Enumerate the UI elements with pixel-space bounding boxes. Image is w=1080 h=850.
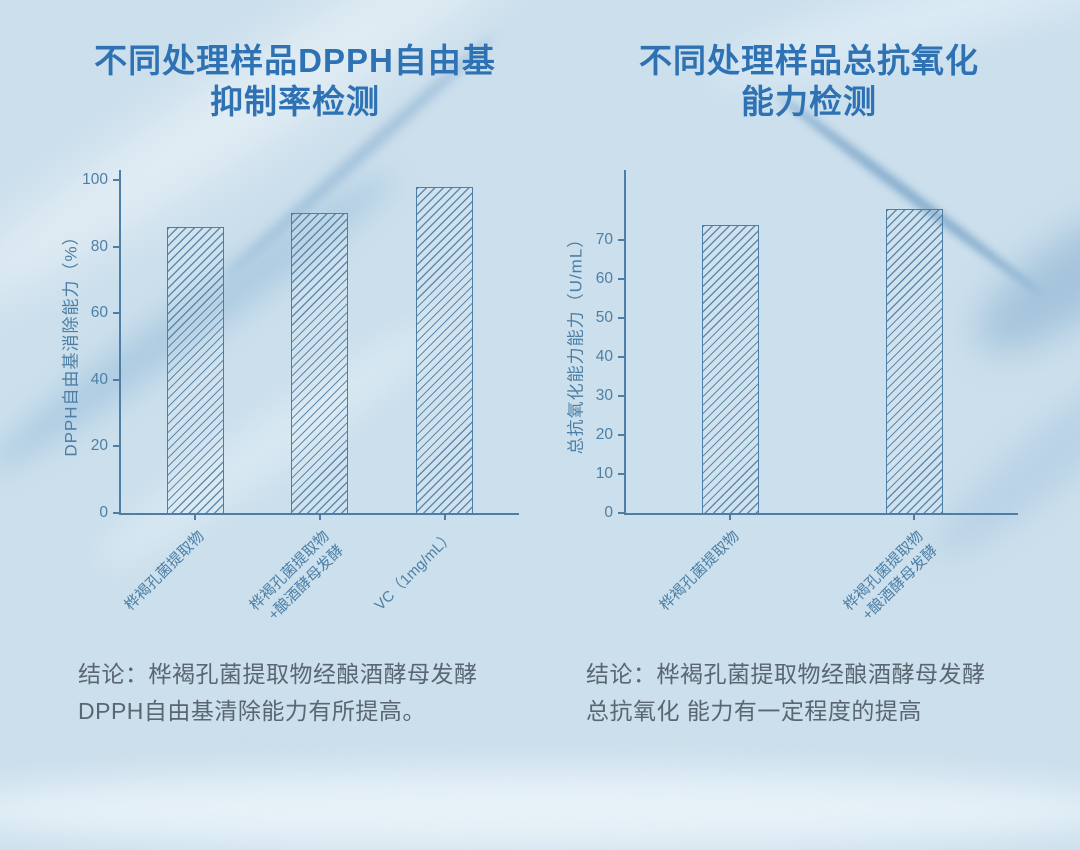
dpph-conclusion: 结论：桦褐孔菌提取物经酿酒酵母发酵 DPPH自由基清除能力有所提高。 <box>78 656 478 730</box>
y-tick-mark <box>113 445 121 448</box>
x-tick-mark <box>913 513 915 520</box>
bar-0: 桦褐孔菌提取物 <box>122 226 224 614</box>
bars-area: 桦褐孔菌提取物 桦褐孔菌提取物 +酿酒酵母发酵 VC（1mg/mL） <box>121 170 519 624</box>
x-tick-mark <box>318 513 321 520</box>
title-line-1: 不同处理样品DPPH自由基 <box>94 42 496 79</box>
conclusion-line-1: 结论：桦褐孔菌提取物经酿酒酵母发酵 <box>78 661 478 687</box>
x-category-label: 桦褐孔菌提取物 +酿酒酵母发酵 <box>840 527 941 624</box>
y-tick-mark <box>113 378 121 381</box>
bars-area: 桦褐孔菌提取物 桦褐孔菌提取物 +酿酒酵母发酵 <box>626 170 1018 624</box>
x-category-label: VC（1mg/mL） <box>371 527 458 614</box>
y-tick-label: 40 <box>595 348 613 366</box>
y-axis-label: DPPH自由基消除能力（%） <box>61 226 81 457</box>
y-tick-label: 20 <box>90 437 108 455</box>
bar-2: VC（1mg/mL） <box>371 186 474 614</box>
conclusion-line-1: 结论：桦褐孔菌提取物经酿酒酵母发酵 <box>586 661 986 687</box>
y-tick-mark <box>618 239 626 242</box>
y-tick-label: 80 <box>90 237 108 255</box>
x-category-label: 桦褐孔菌提取物 <box>656 527 743 614</box>
y-tick-mark <box>113 512 121 514</box>
y-tick-label: 30 <box>595 387 613 405</box>
y-tick-label: 60 <box>90 304 108 322</box>
y-tick-mark <box>618 356 626 359</box>
conclusion-line-2: DPPH自由基清除能力有所提高。 <box>78 698 426 724</box>
y-tick-mark <box>618 317 626 320</box>
dpph-chart-title: 不同处理样品DPPH自由基 抑制率检测 <box>55 40 535 122</box>
antioxidant-chart-panel: 不同处理样品总抗氧化 能力检测 总抗氧化能力能力（U/mL） 桦褐孔菌提取物 桦褐… <box>567 0 1040 827</box>
y-axis-label: 总抗氧化能力能力（U/mL） <box>566 229 586 454</box>
y-tick-mark <box>618 278 626 281</box>
x-category-label: 桦褐孔菌提取物 +酿酒酵母发酵 <box>246 527 347 624</box>
y-tick-mark <box>618 512 626 514</box>
conclusion-line-2: 总抗氧化 能力有一定程度的提高 <box>586 698 922 724</box>
title-line-1: 不同处理样品总抗氧化 <box>639 42 979 79</box>
title-line-2: 能力检测 <box>741 83 877 120</box>
bar-0: 桦褐孔菌提取物 <box>656 224 759 614</box>
y-tick-label: 10 <box>595 465 613 483</box>
y-tick-label: 0 <box>604 504 613 521</box>
bar-1: 桦褐孔菌提取物 +酿酒酵母发酵 <box>840 208 943 624</box>
y-tick-label: 20 <box>595 426 613 444</box>
y-tick-mark <box>618 434 626 437</box>
y-tick-label: 70 <box>595 231 613 249</box>
x-category-label: 桦褐孔菌提取物 <box>121 527 209 614</box>
y-tick-label: 50 <box>595 309 613 327</box>
x-tick-mark <box>194 513 197 520</box>
antioxidant-chart-title: 不同处理样品总抗氧化 能力检测 <box>578 40 1040 122</box>
y-tick-mark <box>618 395 626 398</box>
y-tick-label: 100 <box>82 171 108 188</box>
y-tick-label: 0 <box>99 504 108 521</box>
x-tick-mark <box>729 513 731 520</box>
y-tick-mark <box>113 179 121 181</box>
bar-1: 桦褐孔菌提取物 +酿酒酵母发酵 <box>246 213 349 624</box>
y-tick-mark <box>113 312 121 315</box>
y-tick-label: 40 <box>90 370 108 388</box>
x-tick-mark <box>443 513 446 520</box>
title-line-2: 抑制率检测 <box>210 83 380 120</box>
dpph-bar-chart: DPPH自由基消除能力（%） 桦褐孔菌提取物 桦褐孔菌提取物 +酿酒酵母发酵 VC（1… <box>62 170 519 624</box>
y-tick-mark <box>113 245 121 248</box>
antioxidant-conclusion: 结论：桦褐孔菌提取物经酿酒酵母发酵 总抗氧化 能力有一定程度的提高 <box>586 656 986 730</box>
antioxidant-bar-chart: 总抗氧化能力能力（U/mL） 桦褐孔菌提取物 桦褐孔菌提取物 +酿酒酵母发酵 0 10… <box>567 170 1018 624</box>
dpph-chart-panel: 不同处理样品DPPH自由基 抑制率检测 DPPH自由基消除能力（%） 桦褐孔菌提… <box>55 0 535 827</box>
y-tick-mark <box>618 473 626 476</box>
y-tick-label: 60 <box>595 270 613 288</box>
